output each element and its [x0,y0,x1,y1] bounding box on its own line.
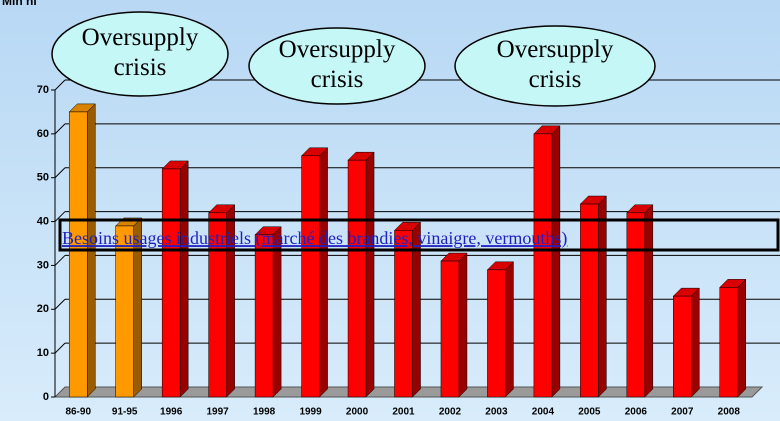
bar-side [737,278,747,398]
grid-line [54,167,66,179]
bar-side [179,160,189,398]
bar-side [505,261,514,398]
bar [254,234,274,398]
bar-side [551,125,561,398]
bar-side [598,195,607,398]
x-tick-label: 2000 [346,407,369,418]
x-tick-label: 2004 [532,407,555,418]
x-tick-label: 1996 [160,407,183,418]
bar [208,212,227,398]
x-tick-label: 2002 [439,407,462,418]
y-tick-label: 10 [37,347,49,359]
bar [580,203,599,398]
bar-side [644,204,654,398]
grid-line [54,255,66,266]
annotation-bubble [51,11,229,97]
x-tick-label: 1999 [299,407,322,418]
annotation: Oversupply crisis [82,24,199,81]
y-tick-label: 40 [37,215,49,227]
y-tick-label: 50 [37,172,49,184]
x-tick-label: 2008 [718,407,741,418]
grid-line [54,298,66,310]
unit-label: Mln hl [2,0,37,8]
bar [440,260,460,398]
y-tick-label: 70 [37,84,49,96]
x-tick-label: 91-95 [112,407,138,418]
x-tick-label: 2001 [392,407,415,418]
bar [161,168,181,398]
bar-side [272,226,282,398]
bar [301,155,320,398]
grid-line [54,79,66,91]
grid-line [54,211,66,222]
x-tick-label: 2006 [625,407,648,418]
bar-side [365,151,375,398]
bar [487,269,506,398]
y-tick-label: 60 [37,128,49,140]
x-tick-label: 1998 [253,407,276,418]
band-box [58,218,780,252]
grid-line [54,342,66,354]
x-tick-label: 2005 [578,407,601,418]
x-tick-label: 2007 [671,407,694,418]
bar [719,287,739,398]
y-tick-label: 20 [37,303,49,315]
bar-side [458,252,468,398]
annotation: Oversupply crisis [279,36,396,93]
bar [347,159,367,398]
annotation-bubble [454,25,656,107]
x-tick-label: 86-90 [65,407,91,418]
annotation-bubble [248,27,426,105]
bar [533,133,553,398]
annotation: Oversupply crisis [497,36,614,93]
bar-side [691,287,700,398]
bar [626,212,646,398]
x-tick-label: 1997 [207,407,230,418]
bar [68,111,88,398]
bar [115,225,134,398]
bar [673,295,692,398]
band-label: Besoins usages industriels (marché des b… [62,228,567,249]
y-tick-label: 0 [43,391,49,403]
grid-line [54,123,66,135]
x-tick-label: 2003 [485,407,508,418]
bar-side [319,147,328,398]
bar [394,230,413,398]
y-tick-label: 30 [37,259,49,271]
